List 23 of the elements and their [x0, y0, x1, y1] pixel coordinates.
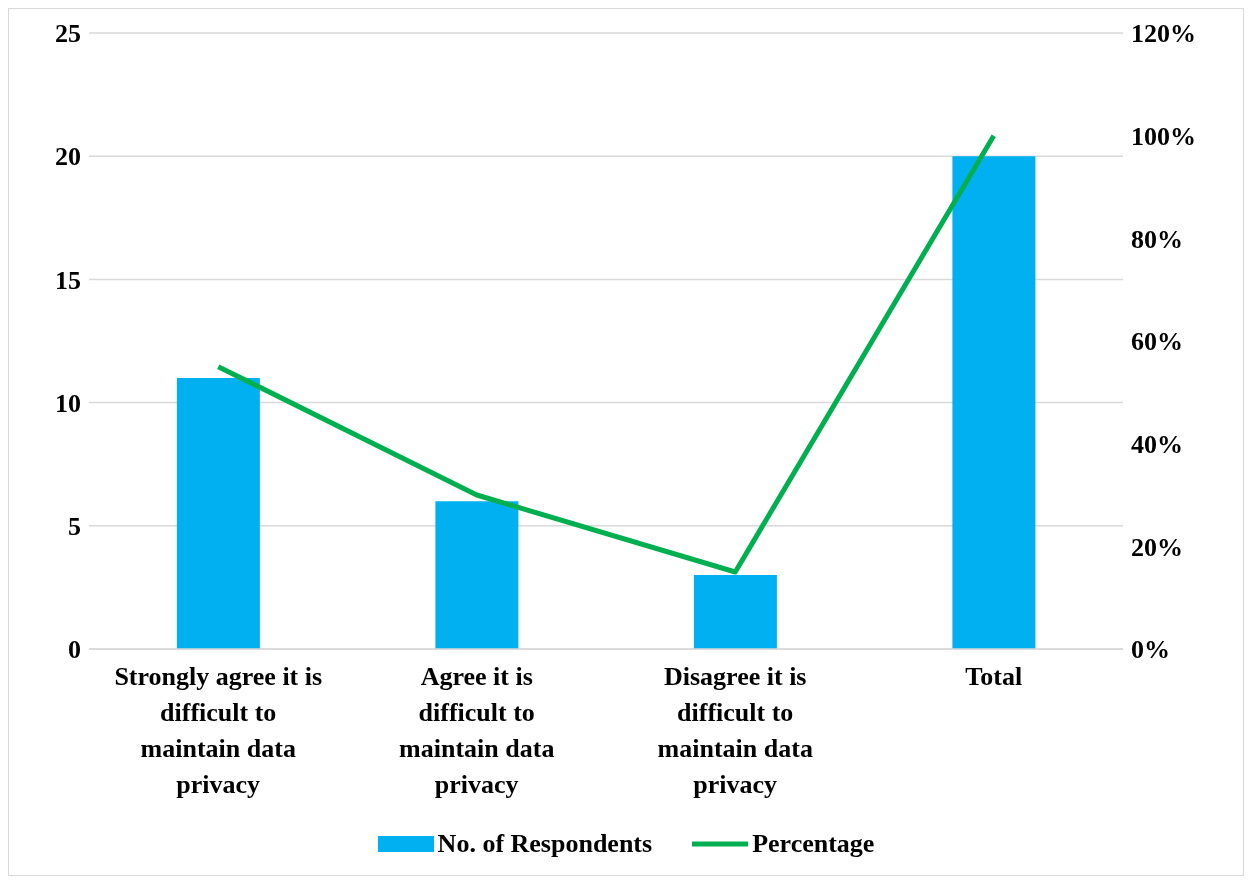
x-tick-label: Agree it is difficult to maintain data privacy	[399, 662, 555, 799]
y-tick-label: 10	[55, 388, 81, 418]
bar	[952, 156, 1036, 649]
y-tick-label: 0	[68, 635, 81, 665]
bar	[176, 377, 260, 649]
y2-tick-label: 40%	[1131, 429, 1183, 459]
y-tick-label: 25	[55, 19, 81, 49]
y2-tick-label: 120%	[1131, 19, 1196, 49]
y-tick-label: 5	[68, 512, 81, 542]
x-tick-label: Disagree it is difficult to maintain data privacy	[657, 662, 813, 799]
x-tick-label: Total	[965, 662, 1023, 691]
y-tick-label: 20	[55, 142, 81, 172]
x-tick-label: Strongly agree it is difficult to maintain data privacy	[114, 662, 323, 799]
y2-tick-label: 100%	[1131, 121, 1196, 151]
y2-tick-label: 60%	[1131, 327, 1183, 357]
y2-tick-label: 80%	[1131, 224, 1183, 254]
y2-tick-label: 0%	[1131, 635, 1170, 665]
legend-label: No. of Respondents	[436, 829, 653, 859]
bar	[693, 575, 777, 649]
y-tick-label: 15	[55, 265, 81, 295]
legend-label: Percentage	[751, 829, 875, 859]
bar	[435, 501, 519, 649]
y2-tick-label: 20%	[1131, 532, 1183, 562]
